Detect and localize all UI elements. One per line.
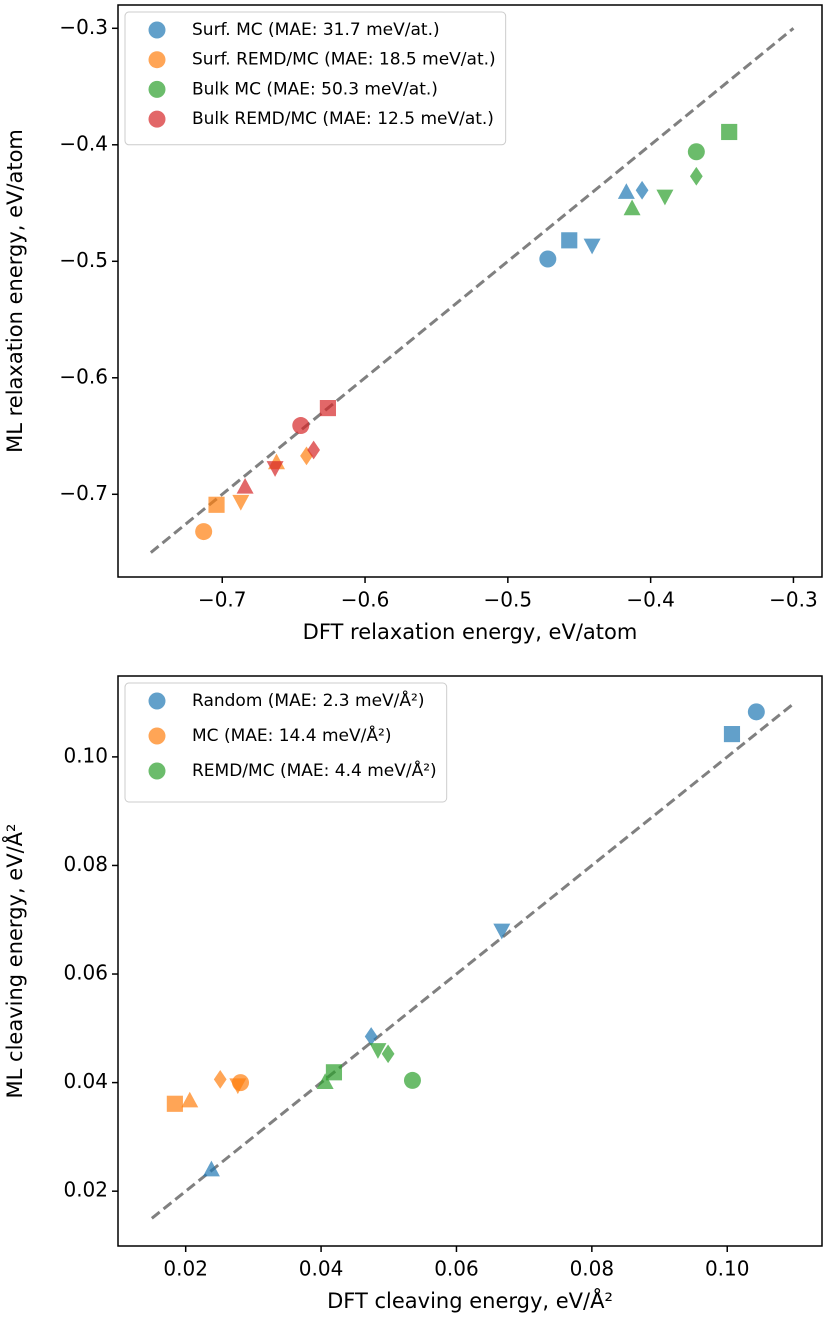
reference-line [150,701,796,1220]
point [213,1069,227,1089]
point [617,183,635,199]
point [307,440,321,460]
legend-box [124,11,507,146]
legend-label: Random (MAE: 2.3 meV/Å²) [192,689,424,711]
legend-marker [148,21,166,39]
point [656,189,674,206]
point [721,123,738,141]
legend-box [124,682,448,803]
point [266,461,284,477]
legend-marker [148,51,166,69]
x-tick-label: 0.10 [705,1257,750,1281]
legend-label: MC (MAE: 14.4 meV/Å²) [192,724,391,746]
x-tick-label: −0.6 [341,588,390,612]
point [369,1043,387,1059]
plot-frame [117,4,823,578]
point [539,250,557,268]
point [229,1078,247,1095]
plot-frame [117,675,823,1247]
legend-marker [148,762,166,780]
y-tick-label: 0.06 [63,961,108,985]
y-tick-label: 0.08 [63,852,108,876]
point [723,726,741,743]
point [403,1071,421,1089]
y-tick-label: 0.04 [63,1069,108,1093]
point [689,166,703,186]
reference-line [149,27,795,554]
point [292,417,310,435]
point [181,1091,199,1108]
x-tick-label: 0.08 [570,1257,615,1281]
point [236,477,254,494]
y-tick-label: −0.4 [59,131,108,155]
x-tick-label: 0.06 [434,1257,479,1281]
legend-label: Surf. REMD/MC (MAE: 18.5 meV/at.) [192,50,496,70]
legend-marker [148,692,166,710]
x-tick-label: −0.4 [626,588,675,612]
legend: Surf. MC (MAE: 31.7 meV/at.) Surf. REMD/M… [124,11,507,146]
legend-label: Bulk REMD/MC (MAE: 12.5 meV/at.) [192,109,494,129]
legend-label: Bulk MC (MAE: 50.3 meV/at.) [192,79,438,99]
point [493,923,511,940]
legend: Random (MAE: 2.3 meV/Å²) MC (MAE: 14.4 me… [124,682,448,803]
x-tick-label: −0.3 [769,588,818,612]
point [381,1044,395,1064]
y-tick-label: −0.7 [59,481,108,505]
point [166,1095,183,1112]
legend-label: REMD/MC (MAE: 4.4 meV/Å²) [192,759,437,781]
point [561,232,578,249]
y-tick-label: −0.5 [59,248,108,272]
point [195,523,213,541]
point [208,496,225,513]
legend-label: Surf. MC (MAE: 31.7 meV/at.) [192,20,440,40]
x-tick-label: 0.04 [299,1257,344,1281]
legend-marker [148,727,166,745]
x-tick-label: −0.5 [484,588,533,612]
point [232,494,250,511]
point [583,238,601,255]
point [325,1064,343,1081]
x-tick-label: 0.02 [163,1257,208,1281]
x-axis-label: DFT cleaving energy, eV/Å² [327,1287,613,1313]
point [623,199,641,216]
y-axis-label: ML relaxation energy, eV/atom [3,129,27,453]
y-tick-label: −0.3 [59,15,108,39]
point [364,1027,378,1046]
point [202,1160,220,1177]
y-tick-label: 0.10 [63,743,108,767]
point [316,1073,334,1089]
point [300,446,313,466]
y-tick-label: 0.02 [63,1178,108,1202]
y-tick-label: −0.6 [59,364,108,388]
point [319,400,336,417]
y-axis-label: ML cleaving energy, eV/Å² [1,824,27,1099]
legend-marker [148,80,166,98]
x-tick-label: −0.7 [198,588,247,612]
x-axis-label: DFT relaxation energy, eV/atom [303,620,638,644]
point [687,143,705,161]
point [747,703,765,721]
point [635,180,649,200]
legend-marker [148,110,166,128]
